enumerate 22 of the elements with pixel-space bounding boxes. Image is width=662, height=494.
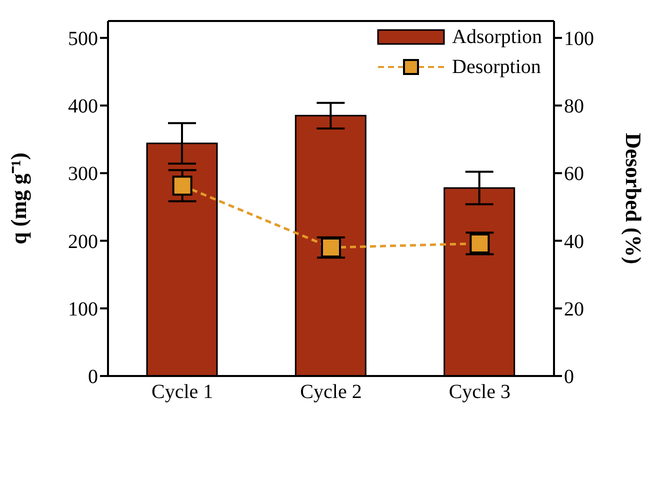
x-tick-label: Cycle 3 bbox=[448, 381, 510, 404]
y-axis-title: q (mg g⁻¹) bbox=[6, 152, 31, 244]
point bbox=[321, 238, 341, 258]
y2-tick-label: 40 bbox=[564, 230, 584, 253]
y-tick-label: 300 bbox=[68, 163, 98, 186]
y-tick-label: 500 bbox=[68, 28, 98, 50]
y2-tick-label: 20 bbox=[564, 298, 584, 320]
x-tick-label: Cycle 2 bbox=[300, 381, 362, 404]
y2-tick-label: 60 bbox=[564, 163, 584, 186]
y-tick-label: 400 bbox=[68, 96, 98, 118]
y2-tick-label: 100 bbox=[564, 28, 594, 50]
x-tick-label: Cycle 1 bbox=[152, 381, 214, 404]
point bbox=[172, 176, 192, 196]
y2-tick-label: 0 bbox=[564, 366, 574, 388]
y-tick-label: 0 bbox=[88, 366, 98, 388]
legend-label: Adsorption bbox=[452, 26, 542, 48]
y2-tick-label: 80 bbox=[564, 96, 584, 118]
point bbox=[470, 233, 490, 254]
y-tick-label: 100 bbox=[68, 298, 98, 320]
y-tick-label: 200 bbox=[68, 230, 98, 253]
y2-axis-title: Desorbed (%) bbox=[621, 132, 646, 264]
legend-label: Desorption bbox=[452, 56, 541, 78]
